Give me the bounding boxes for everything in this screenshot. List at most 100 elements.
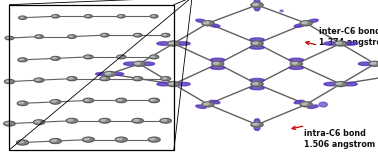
Circle shape [302, 102, 307, 105]
Circle shape [18, 141, 23, 143]
Circle shape [68, 35, 76, 38]
Circle shape [69, 35, 73, 37]
Circle shape [117, 138, 122, 140]
Circle shape [135, 34, 138, 35]
Circle shape [162, 77, 166, 79]
Ellipse shape [308, 105, 318, 108]
Circle shape [253, 3, 258, 5]
Circle shape [251, 82, 263, 87]
Circle shape [67, 77, 77, 81]
Ellipse shape [254, 119, 260, 124]
Circle shape [84, 99, 89, 101]
Circle shape [50, 100, 61, 104]
Circle shape [160, 118, 171, 123]
Circle shape [336, 82, 341, 84]
Circle shape [53, 15, 56, 17]
Ellipse shape [254, 0, 260, 4]
Circle shape [132, 118, 143, 123]
Circle shape [105, 72, 110, 74]
Circle shape [133, 61, 145, 66]
Circle shape [100, 77, 110, 81]
Ellipse shape [176, 42, 190, 45]
Ellipse shape [319, 102, 327, 107]
Ellipse shape [280, 10, 283, 12]
Circle shape [253, 42, 258, 44]
Circle shape [117, 99, 122, 101]
Ellipse shape [294, 24, 305, 27]
Circle shape [161, 77, 170, 81]
Circle shape [20, 17, 23, 18]
Ellipse shape [324, 42, 338, 45]
Circle shape [17, 140, 29, 145]
Circle shape [6, 37, 10, 38]
Circle shape [5, 36, 14, 40]
Circle shape [104, 71, 116, 76]
Circle shape [167, 41, 180, 46]
Circle shape [169, 82, 174, 84]
Ellipse shape [196, 105, 206, 108]
Ellipse shape [211, 58, 225, 62]
Circle shape [84, 55, 93, 59]
Circle shape [5, 122, 10, 124]
Circle shape [68, 77, 73, 79]
Circle shape [300, 21, 312, 26]
Circle shape [118, 56, 122, 57]
Circle shape [292, 62, 297, 64]
Circle shape [251, 122, 263, 127]
Ellipse shape [157, 82, 171, 86]
Circle shape [35, 120, 40, 123]
Circle shape [50, 139, 62, 144]
Circle shape [19, 58, 23, 60]
Circle shape [52, 15, 59, 18]
Text: inter-C6 bond
1.374 angstrom: inter-C6 bond 1.374 angstrom [319, 27, 378, 47]
Circle shape [101, 119, 106, 121]
Circle shape [19, 102, 23, 104]
Ellipse shape [343, 42, 357, 45]
Circle shape [19, 16, 26, 19]
Circle shape [335, 41, 347, 46]
Ellipse shape [124, 62, 138, 66]
Ellipse shape [211, 66, 225, 69]
Ellipse shape [343, 82, 357, 86]
Circle shape [6, 80, 10, 82]
Circle shape [83, 98, 94, 103]
Circle shape [149, 98, 160, 103]
Ellipse shape [96, 73, 107, 75]
Circle shape [35, 35, 43, 38]
Circle shape [213, 62, 218, 64]
Circle shape [369, 61, 378, 66]
Circle shape [212, 61, 224, 66]
Circle shape [18, 58, 27, 62]
Ellipse shape [196, 19, 206, 23]
Ellipse shape [157, 42, 171, 45]
Circle shape [150, 55, 159, 59]
Ellipse shape [250, 38, 264, 41]
Circle shape [35, 79, 40, 80]
Circle shape [117, 55, 126, 59]
Circle shape [133, 33, 142, 37]
Circle shape [36, 35, 40, 37]
Circle shape [34, 78, 44, 82]
Circle shape [150, 99, 155, 101]
Circle shape [302, 21, 307, 24]
Ellipse shape [250, 78, 264, 82]
Circle shape [169, 42, 174, 44]
Circle shape [251, 41, 263, 46]
Ellipse shape [250, 86, 264, 90]
Circle shape [99, 118, 110, 123]
Ellipse shape [308, 19, 318, 23]
Circle shape [290, 61, 302, 66]
Circle shape [116, 98, 127, 103]
Circle shape [167, 82, 180, 87]
Ellipse shape [140, 62, 155, 66]
Circle shape [101, 77, 105, 79]
Circle shape [150, 138, 155, 140]
Ellipse shape [112, 73, 124, 75]
Circle shape [33, 120, 45, 124]
Circle shape [5, 80, 14, 84]
Circle shape [133, 77, 143, 81]
Ellipse shape [209, 24, 220, 27]
Circle shape [300, 102, 312, 107]
Ellipse shape [250, 46, 264, 49]
Circle shape [85, 15, 89, 17]
